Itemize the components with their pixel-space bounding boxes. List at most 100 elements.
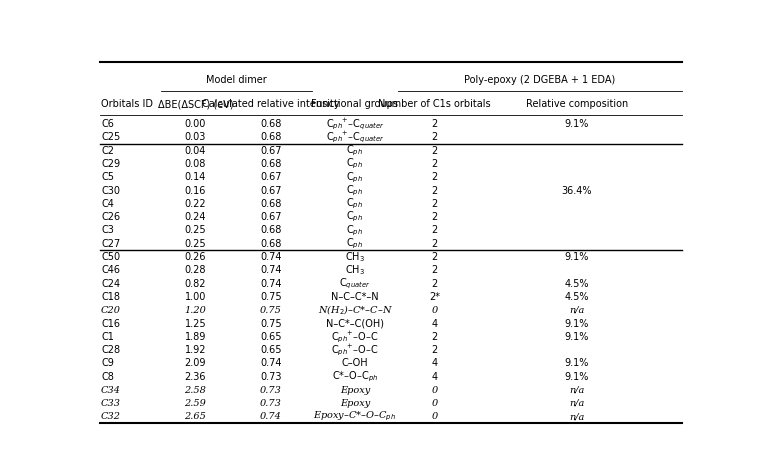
Text: 0.68: 0.68: [260, 239, 282, 249]
Text: 0.26: 0.26: [185, 252, 206, 262]
Text: 2.09: 2.09: [185, 359, 206, 368]
Text: C8: C8: [101, 372, 114, 382]
Text: 0.75: 0.75: [260, 318, 282, 329]
Text: CH$_3$: CH$_3$: [345, 250, 365, 264]
Text: 0.73: 0.73: [260, 372, 282, 382]
Text: 2: 2: [431, 345, 438, 355]
Text: 4.5%: 4.5%: [565, 292, 589, 302]
Text: 0.67: 0.67: [260, 185, 282, 196]
Text: C6: C6: [101, 119, 114, 129]
Text: Number of C1s orbitals: Number of C1s orbitals: [378, 99, 491, 109]
Text: n/a: n/a: [569, 385, 584, 394]
Text: 2: 2: [431, 252, 438, 262]
Text: C5: C5: [101, 172, 114, 182]
Text: C26: C26: [101, 212, 120, 222]
Text: 9.1%: 9.1%: [565, 372, 589, 382]
Text: 2: 2: [431, 332, 438, 342]
Text: 4: 4: [431, 318, 438, 329]
Text: 0.68: 0.68: [260, 132, 282, 142]
Text: 0.04: 0.04: [185, 146, 206, 156]
Text: 0.25: 0.25: [185, 239, 206, 249]
Text: Model dimer: Model dimer: [206, 75, 267, 86]
Text: 2: 2: [431, 185, 438, 196]
Text: N(H$_2$)–C*–C–N: N(H$_2$)–C*–C–N: [317, 304, 393, 317]
Text: 2.36: 2.36: [185, 372, 206, 382]
Text: C$_{ph}$: C$_{ph}$: [346, 223, 364, 238]
Text: Epoxy: Epoxy: [340, 399, 370, 408]
Text: C$_{ph}$$^{+}$–C$_{quater}$: C$_{ph}$$^{+}$–C$_{quater}$: [326, 116, 384, 132]
Text: 9.1%: 9.1%: [565, 359, 589, 368]
Text: 0: 0: [431, 306, 438, 315]
Text: C$_{ph}$: C$_{ph}$: [346, 236, 364, 251]
Text: C29: C29: [101, 159, 120, 169]
Text: 0.75: 0.75: [260, 292, 282, 302]
Text: 0.74: 0.74: [260, 412, 282, 421]
Text: C46: C46: [101, 265, 120, 275]
Text: C$_{ph}$: C$_{ph}$: [346, 197, 364, 211]
Text: 36.4%: 36.4%: [562, 185, 592, 196]
Text: C50: C50: [101, 252, 120, 262]
Text: 0.68: 0.68: [260, 119, 282, 129]
Text: C$_{ph}$: C$_{ph}$: [346, 184, 364, 198]
Text: 0.14: 0.14: [185, 172, 206, 182]
Text: C$_{ph}$$^{+}$–O–C: C$_{ph}$$^{+}$–O–C: [331, 342, 379, 358]
Text: C$_{ph}$$^{+}$–C$_{quater}$: C$_{ph}$$^{+}$–C$_{quater}$: [326, 130, 384, 145]
Text: 0.75: 0.75: [260, 306, 282, 315]
Text: 2: 2: [431, 159, 438, 169]
Text: C$_{ph}$: C$_{ph}$: [346, 170, 364, 184]
Text: C9: C9: [101, 359, 114, 368]
Text: C30: C30: [101, 185, 120, 196]
Text: 0.68: 0.68: [260, 159, 282, 169]
Text: C1: C1: [101, 332, 114, 342]
Text: 0.82: 0.82: [185, 279, 206, 289]
Text: 0.25: 0.25: [185, 226, 206, 236]
Text: 0.16: 0.16: [185, 185, 206, 196]
Text: Epoxy: Epoxy: [340, 385, 370, 394]
Text: Orbitals ID: Orbitals ID: [101, 99, 153, 109]
Text: 1.89: 1.89: [185, 332, 206, 342]
Text: C18: C18: [101, 292, 120, 302]
Text: 0.65: 0.65: [260, 332, 282, 342]
Text: C$_{ph}$$^{+}$–O–C: C$_{ph}$$^{+}$–O–C: [331, 329, 379, 345]
Text: 2: 2: [431, 279, 438, 289]
Text: 0.74: 0.74: [260, 279, 282, 289]
Text: C$_{ph}$: C$_{ph}$: [346, 143, 364, 158]
Text: 9.1%: 9.1%: [565, 332, 589, 342]
Text: C2: C2: [101, 146, 114, 156]
Text: C34: C34: [101, 385, 121, 394]
Text: 9.1%: 9.1%: [565, 119, 589, 129]
Text: 1.20: 1.20: [184, 306, 206, 315]
Text: C25: C25: [101, 132, 120, 142]
Text: 0: 0: [431, 412, 438, 421]
Text: 0.08: 0.08: [185, 159, 206, 169]
Text: Calculated relative intensity: Calculated relative intensity: [202, 99, 339, 109]
Text: 2*: 2*: [429, 292, 440, 302]
Text: Epoxy–C*–O–C$_{ph}$: Epoxy–C*–O–C$_{ph}$: [314, 410, 396, 423]
Text: 4: 4: [431, 359, 438, 368]
Text: 0.67: 0.67: [260, 212, 282, 222]
Text: 2: 2: [431, 212, 438, 222]
Text: 0.73: 0.73: [260, 385, 282, 394]
Text: 2.65: 2.65: [184, 412, 206, 421]
Text: 2: 2: [431, 119, 438, 129]
Text: Poly-epoxy (2 DGEBA + 1 EDA): Poly-epoxy (2 DGEBA + 1 EDA): [464, 75, 616, 86]
Text: C4: C4: [101, 199, 114, 209]
Text: N–C*–C(OH): N–C*–C(OH): [326, 318, 384, 329]
Text: C24: C24: [101, 279, 120, 289]
Text: C27: C27: [101, 239, 120, 249]
Text: 0.68: 0.68: [260, 199, 282, 209]
Text: C33: C33: [101, 399, 121, 408]
Text: C$_{ph}$: C$_{ph}$: [346, 157, 364, 171]
Text: 4.5%: 4.5%: [565, 279, 589, 289]
Text: 0.74: 0.74: [260, 265, 282, 275]
Text: 0.67: 0.67: [260, 172, 282, 182]
Text: 2: 2: [431, 146, 438, 156]
Text: 0.74: 0.74: [260, 252, 282, 262]
Text: C16: C16: [101, 318, 120, 329]
Text: 2.59: 2.59: [184, 399, 206, 408]
Text: Relative composition: Relative composition: [526, 99, 628, 109]
Text: N–C–C*–N: N–C–C*–N: [331, 292, 379, 302]
Text: 2: 2: [431, 265, 438, 275]
Text: 1.25: 1.25: [185, 318, 206, 329]
Text: C3: C3: [101, 226, 114, 236]
